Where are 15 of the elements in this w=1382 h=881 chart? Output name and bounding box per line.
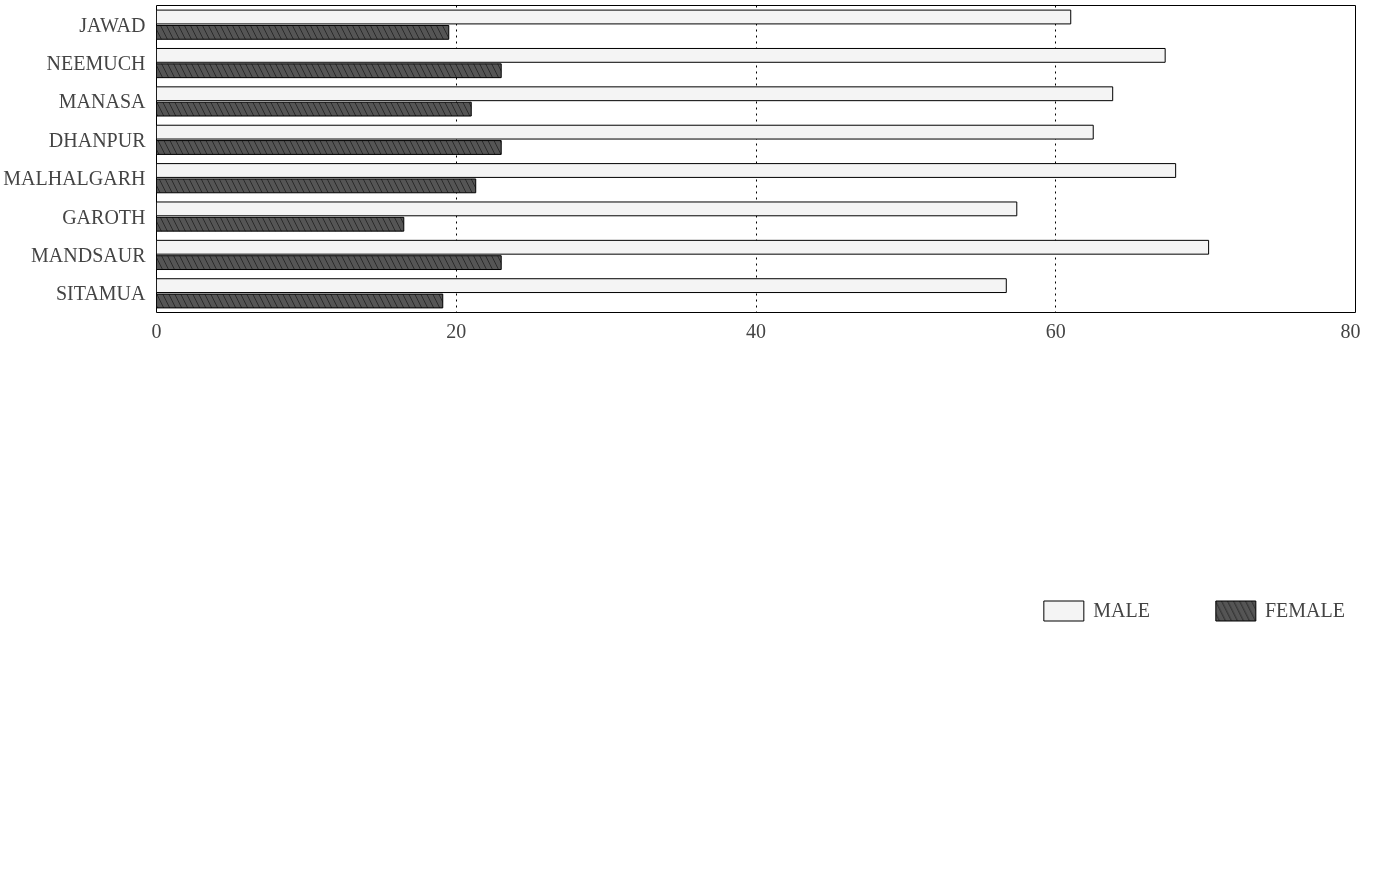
legend-label: MALE bbox=[1093, 598, 1150, 622]
y-tick-label: SITAMUA bbox=[55, 282, 147, 305]
y-tick-label: MANDSAUR bbox=[31, 243, 147, 266]
y-tick-label: MANASA bbox=[58, 90, 147, 113]
x-tick-label: 20 bbox=[446, 319, 467, 342]
x-tick-label: 0 bbox=[151, 319, 162, 342]
x-tick-label: 60 bbox=[1045, 319, 1066, 342]
y-tick-label: DHANPUR bbox=[48, 128, 147, 151]
y-tick-label: NEEMUCH bbox=[46, 52, 146, 75]
y-tick-label: GAROTH bbox=[62, 205, 146, 228]
x-tick-label: 40 bbox=[746, 319, 766, 342]
y-tick-label: MALHALGARH bbox=[3, 167, 146, 190]
x-tick-label: 80 bbox=[1340, 319, 1361, 342]
legend-label: FEMALE bbox=[1265, 598, 1345, 622]
y-tick-label: JAWAD bbox=[79, 13, 146, 36]
